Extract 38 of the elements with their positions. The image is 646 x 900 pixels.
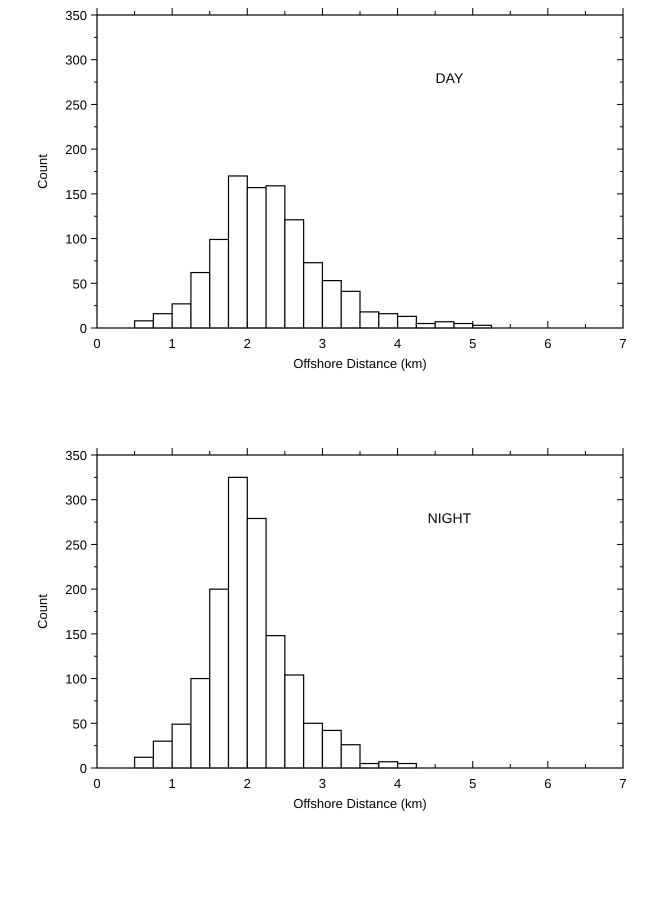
y-tick-label: 350 (65, 448, 87, 463)
x-tick-label: 2 (244, 336, 251, 351)
y-tick-label: 300 (65, 52, 87, 68)
x-tick-label: 6 (544, 336, 552, 351)
y-axis-title: Count (35, 154, 50, 189)
x-tick-label: 1 (168, 336, 176, 351)
x-tick-label: 0 (93, 776, 101, 791)
x-tick-label: 3 (318, 336, 326, 351)
y-tick-label: 150 (65, 186, 87, 202)
text: DAY (436, 70, 464, 86)
x-tick-label: 5 (469, 776, 476, 791)
x-tick-label: 4 (394, 336, 402, 351)
x-tick-label: 7 (619, 776, 627, 791)
y-tick-label: 50 (72, 716, 87, 732)
x-tick-label: 2 (244, 776, 251, 791)
x-tick-label: 5 (469, 336, 476, 351)
x-tick-label: 0 (93, 336, 101, 351)
x-tick-label: 4 (394, 776, 402, 791)
x-tick-label: 3 (318, 776, 326, 791)
y-tick-label: 0 (80, 761, 87, 776)
text: NIGHT (428, 510, 472, 526)
y-tick-label: 50 (72, 276, 87, 292)
y-tick-label: 250 (65, 97, 87, 112)
x-tick-label: 6 (544, 776, 552, 791)
y-tick-label: 0 (80, 321, 87, 336)
y-axis-title: Count (35, 594, 50, 629)
x-axis-title: Offshore Distance (km) (293, 796, 427, 811)
x-axis-title: Offshore Distance (km) (293, 356, 427, 371)
y-tick-label: 300 (65, 492, 87, 508)
y-tick-label: 350 (65, 8, 87, 23)
y-tick-label: 100 (65, 672, 87, 687)
y-tick-label: 250 (65, 537, 87, 552)
y-tick-label: 200 (65, 142, 87, 158)
x-tick-label: 1 (168, 776, 176, 791)
x-tick-label: 7 (619, 336, 627, 351)
y-tick-label: 150 (65, 626, 87, 642)
y-tick-label: 200 (65, 582, 87, 598)
y-tick-label: 100 (65, 232, 87, 247)
